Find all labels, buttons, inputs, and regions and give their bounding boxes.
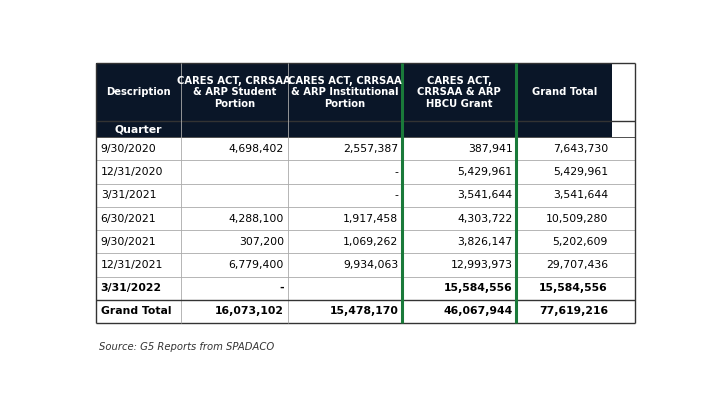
Text: 3,541,644: 3,541,644 <box>458 190 513 200</box>
Text: Source: G5 Reports from SPADACO: Source: G5 Reports from SPADACO <box>98 342 274 352</box>
Bar <box>516 230 612 254</box>
Bar <box>288 63 402 121</box>
Text: 12/31/2021: 12/31/2021 <box>101 260 163 270</box>
Text: Grand Total: Grand Total <box>101 306 171 317</box>
Bar <box>402 254 516 276</box>
Text: 12/31/2020: 12/31/2020 <box>101 167 163 177</box>
Bar <box>516 276 612 300</box>
Text: 9/30/2021: 9/30/2021 <box>101 237 156 247</box>
Text: 15,584,556: 15,584,556 <box>443 283 513 293</box>
Text: 10,509,280: 10,509,280 <box>545 213 608 224</box>
Bar <box>288 121 402 137</box>
Text: 15,478,170: 15,478,170 <box>329 306 399 317</box>
Text: 3/31/2021: 3/31/2021 <box>101 190 156 200</box>
Text: 4,288,100: 4,288,100 <box>228 213 284 224</box>
Bar <box>516 121 612 137</box>
Text: 4,303,722: 4,303,722 <box>457 213 513 224</box>
Text: 12,993,973: 12,993,973 <box>451 260 513 270</box>
Bar <box>402 300 516 323</box>
Bar <box>96 160 181 184</box>
Bar <box>402 160 516 184</box>
Bar <box>96 254 181 276</box>
Bar <box>402 207 516 230</box>
Bar <box>96 207 181 230</box>
Text: -: - <box>279 283 284 293</box>
Bar <box>516 184 612 207</box>
Bar <box>402 276 516 300</box>
Bar <box>288 184 402 207</box>
Bar <box>181 184 288 207</box>
Text: 1,917,458: 1,917,458 <box>343 213 399 224</box>
Text: 29,707,436: 29,707,436 <box>546 260 608 270</box>
Bar <box>96 230 181 254</box>
Text: 15,584,556: 15,584,556 <box>539 283 608 293</box>
Text: Grand Total: Grand Total <box>531 87 597 97</box>
Bar <box>96 137 181 160</box>
Text: 1,069,262: 1,069,262 <box>343 237 399 247</box>
Bar <box>402 184 516 207</box>
Text: 2,557,387: 2,557,387 <box>343 144 399 154</box>
Bar <box>181 276 288 300</box>
Bar <box>402 121 516 137</box>
Bar <box>288 207 402 230</box>
Text: 77,619,216: 77,619,216 <box>539 306 608 317</box>
Bar <box>516 63 612 121</box>
Bar <box>288 137 402 160</box>
Text: 6,779,400: 6,779,400 <box>228 260 284 270</box>
Bar <box>96 121 181 137</box>
Bar <box>288 254 402 276</box>
Text: -: - <box>394 190 399 200</box>
Bar <box>181 300 288 323</box>
Text: 9/30/2020: 9/30/2020 <box>101 144 156 154</box>
Text: 387,941: 387,941 <box>468 144 513 154</box>
Bar <box>181 230 288 254</box>
Text: CARES ACT, CRRSAA
& ARP Institutional
Portion: CARES ACT, CRRSAA & ARP Institutional Po… <box>288 76 402 109</box>
Text: 307,200: 307,200 <box>239 237 284 247</box>
Bar <box>516 160 612 184</box>
Bar <box>402 63 516 121</box>
Bar <box>288 160 402 184</box>
Bar <box>288 276 402 300</box>
Bar <box>181 254 288 276</box>
Text: 5,429,961: 5,429,961 <box>458 167 513 177</box>
Text: 3,826,147: 3,826,147 <box>458 237 513 247</box>
Bar <box>181 207 288 230</box>
Bar <box>288 230 402 254</box>
Bar <box>96 276 181 300</box>
Bar <box>96 184 181 207</box>
Bar <box>402 230 516 254</box>
Bar <box>402 137 516 160</box>
Text: 7,643,730: 7,643,730 <box>553 144 608 154</box>
Bar <box>181 137 288 160</box>
Bar <box>181 121 288 137</box>
Text: 3/31/2022: 3/31/2022 <box>101 283 162 293</box>
Text: CARES ACT,
CRRSAA & ARP
HBCU Grant: CARES ACT, CRRSAA & ARP HBCU Grant <box>417 76 501 109</box>
Text: Quarter: Quarter <box>115 124 162 134</box>
Bar <box>181 160 288 184</box>
Bar <box>516 254 612 276</box>
Text: CARES ACT, CRRSAA
& ARP Student
Portion: CARES ACT, CRRSAA & ARP Student Portion <box>178 76 291 109</box>
Text: 6/30/2021: 6/30/2021 <box>101 213 156 224</box>
Bar <box>516 207 612 230</box>
Text: Description: Description <box>106 87 170 97</box>
Bar <box>516 300 612 323</box>
Bar <box>96 300 181 323</box>
Text: 5,429,961: 5,429,961 <box>553 167 608 177</box>
Bar <box>516 137 612 160</box>
Text: 5,202,609: 5,202,609 <box>553 237 608 247</box>
Bar <box>181 63 288 121</box>
Text: -: - <box>394 167 399 177</box>
Text: 4,698,402: 4,698,402 <box>229 144 284 154</box>
Bar <box>288 300 402 323</box>
Bar <box>96 63 181 121</box>
Text: 16,073,102: 16,073,102 <box>215 306 284 317</box>
Text: 9,934,063: 9,934,063 <box>343 260 399 270</box>
Text: 3,541,644: 3,541,644 <box>553 190 608 200</box>
Text: 46,067,944: 46,067,944 <box>443 306 513 317</box>
